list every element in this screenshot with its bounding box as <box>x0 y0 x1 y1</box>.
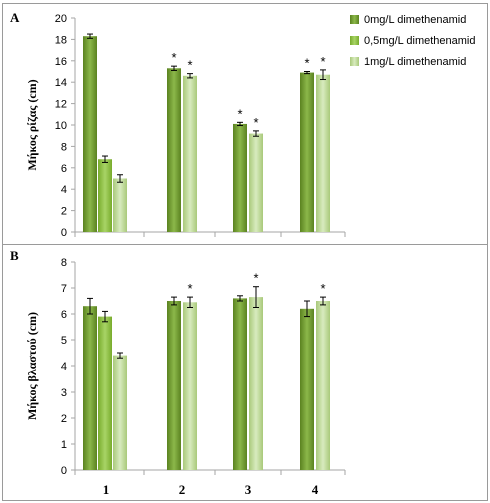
bar-1-group-2 <box>167 301 181 470</box>
bar-3-group-4 <box>316 301 330 470</box>
y-tick-label: 3 <box>61 387 67 399</box>
y-tick-label: 0 <box>61 227 67 239</box>
bar-3-group-3 <box>249 297 263 470</box>
y-tick-label: 20 <box>55 13 67 25</box>
y-tick-label: 12 <box>55 99 67 111</box>
bar-1-group-3 <box>233 298 247 470</box>
x-category-label: 2 <box>179 482 186 497</box>
significance-star: * <box>304 56 309 71</box>
x-category-label: 1 <box>103 482 110 497</box>
y-axis-label: Μήκος ρίζας (cm) <box>25 79 39 170</box>
bar-1-group-1 <box>83 36 97 232</box>
significance-star: * <box>237 106 242 121</box>
y-tick-label: 7 <box>61 283 67 295</box>
bar-1-group-4 <box>300 308 314 470</box>
y-tick-label: 10 <box>55 120 67 132</box>
y-tick-label: 0 <box>61 465 67 477</box>
y-tick-label: 8 <box>61 257 67 269</box>
y-tick-label: 16 <box>55 56 67 68</box>
legend-entry: 0mg/L dimethenamid <box>364 14 466 26</box>
x-category-label: 4 <box>312 482 319 497</box>
legend-entry: 0,5mg/L dimethenamid <box>364 35 476 47</box>
x-category-label: 3 <box>245 482 252 497</box>
bar-3-group-3 <box>249 133 263 232</box>
y-tick-label: 4 <box>61 184 67 196</box>
significance-star: * <box>171 50 176 65</box>
y-axis-label: Μήκος βλαστού (cm) <box>25 312 39 420</box>
significance-star: * <box>187 58 192 73</box>
bar-1-group-2 <box>167 68 181 232</box>
y-tick-label: 4 <box>61 361 67 373</box>
y-tick-label: 2 <box>61 206 67 218</box>
legend-swatch-3 <box>350 57 359 66</box>
bar-3-group-4 <box>316 74 330 233</box>
y-tick-label: 6 <box>61 163 67 175</box>
significance-star: * <box>187 281 192 296</box>
y-tick-label: 18 <box>55 34 67 46</box>
y-tick-label: 8 <box>61 141 67 153</box>
y-tick-label: 6 <box>61 309 67 321</box>
significance-star: * <box>253 271 258 286</box>
bar-2-group-1 <box>98 159 112 232</box>
legend-swatch-2 <box>350 36 359 45</box>
significance-star: * <box>253 115 258 130</box>
significance-star: * <box>320 281 325 296</box>
y-tick-label: 14 <box>55 77 67 89</box>
y-tick-label: 1 <box>61 439 67 451</box>
bar-3-group-1 <box>113 355 127 470</box>
legend-swatch-1 <box>350 15 359 24</box>
bar-1-group-3 <box>233 123 247 232</box>
bar-2-group-1 <box>98 316 112 470</box>
y-tick-label: 2 <box>61 413 67 425</box>
y-tick-label: 5 <box>61 335 67 347</box>
legend-entry: 1mg/L dimethenamid <box>364 56 466 68</box>
bar-1-group-4 <box>300 72 314 232</box>
panel-label: B <box>10 248 19 263</box>
panel-label: A <box>10 10 20 25</box>
bar-1-group-1 <box>83 306 97 470</box>
panel-b-frame <box>2 244 488 501</box>
bar-3-group-1 <box>113 178 127 232</box>
bar-3-group-2 <box>183 302 197 470</box>
bar-3-group-2 <box>183 75 197 232</box>
significance-star: * <box>320 54 325 69</box>
